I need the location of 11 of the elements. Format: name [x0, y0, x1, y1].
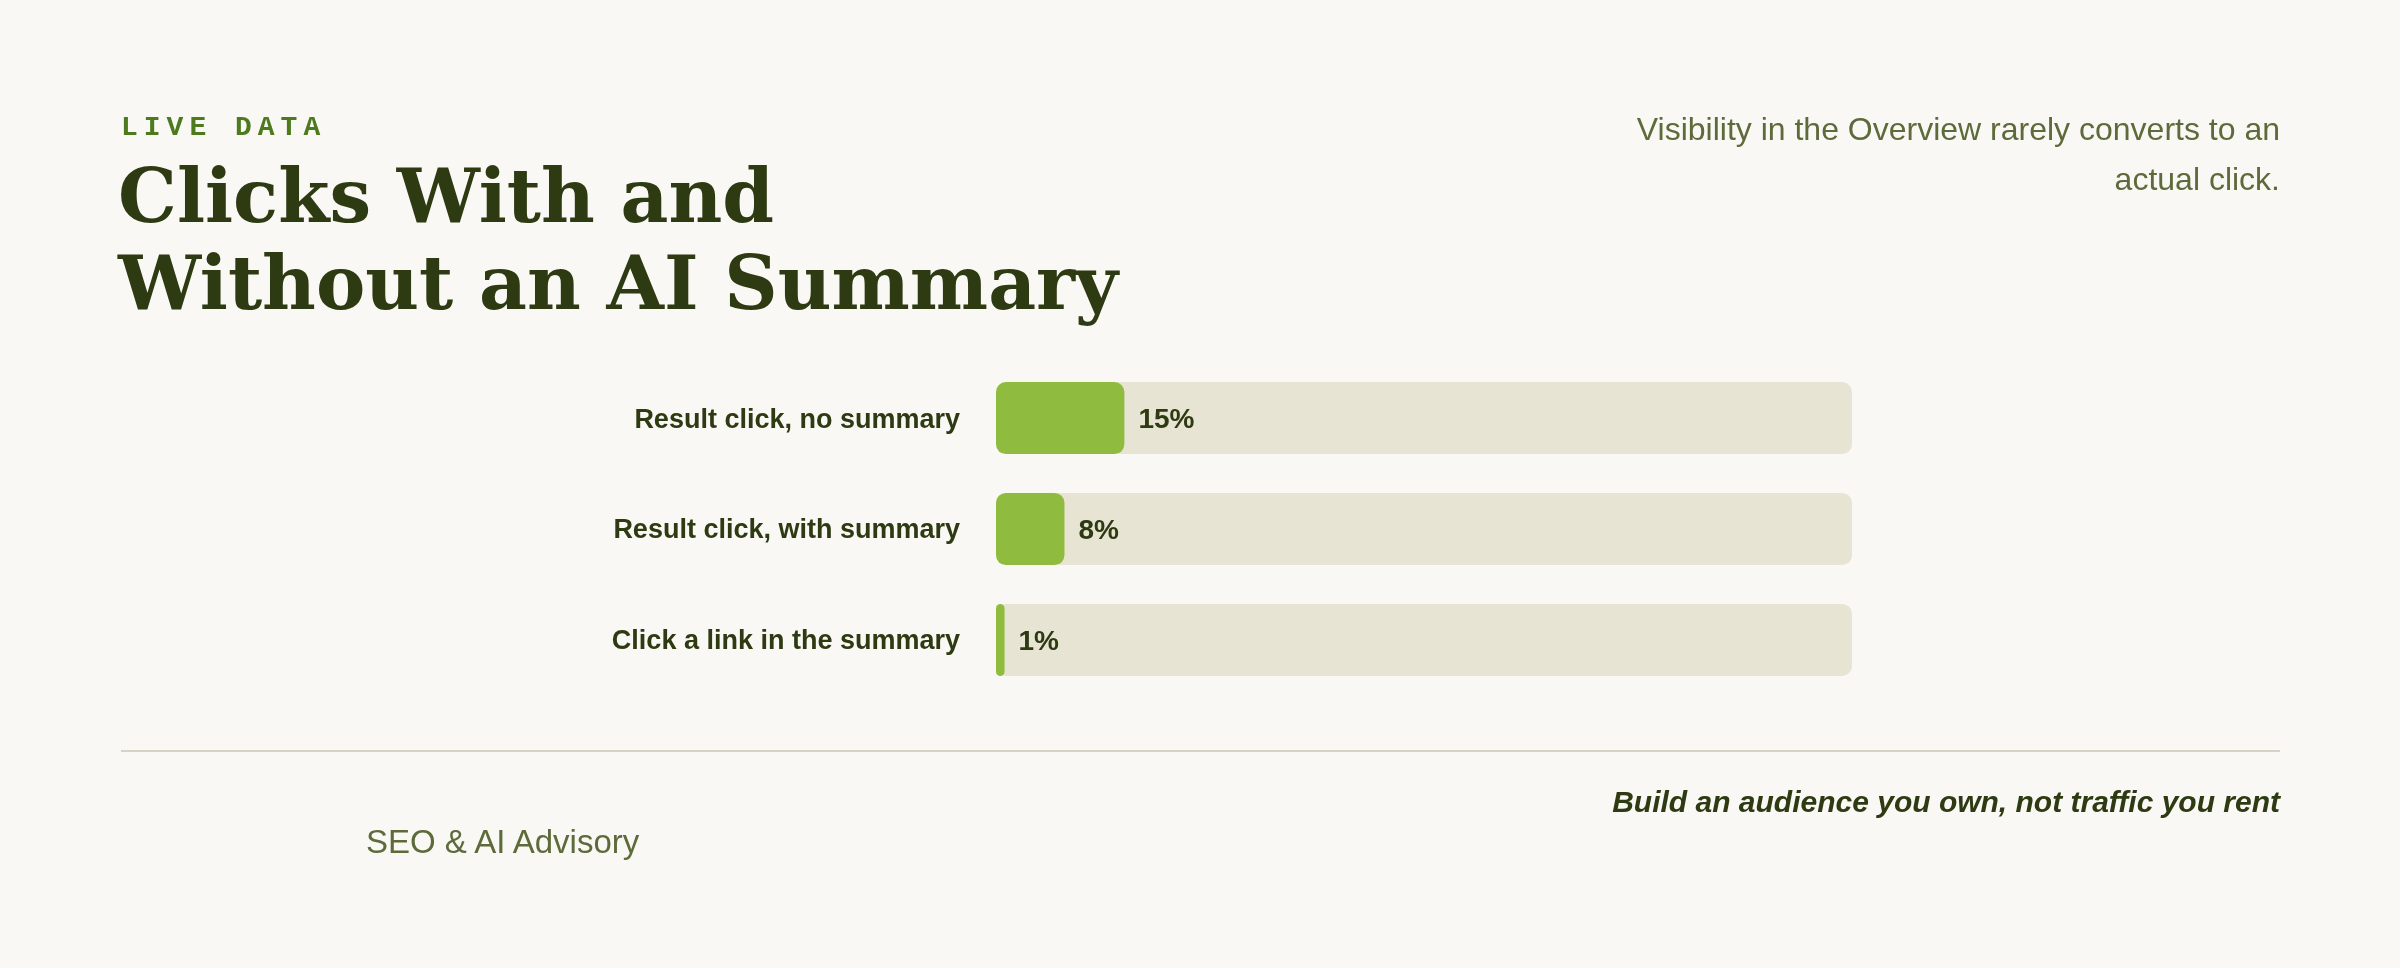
y-tick-label: Result click, with summary: [613, 514, 960, 545]
data-label: 1%: [1018, 624, 1060, 656]
text: LIVE DATA: [121, 112, 327, 143]
chart-title: Clicks With and Without an AI Summary: [117, 153, 1121, 326]
y-tick-label: Result click, no summary: [634, 403, 960, 434]
text: Visibility in the Overview rarely converts to an actual click.: [1636, 111, 2280, 197]
data-label: 8%: [1078, 513, 1120, 545]
data-label: 15%: [1138, 402, 1195, 434]
text: SEO & AI Advisory: [366, 823, 640, 860]
y-tick-label: Click a link in the summary: [611, 625, 960, 656]
text: Build an audience you own, not traffic you rent: [1612, 785, 2282, 818]
